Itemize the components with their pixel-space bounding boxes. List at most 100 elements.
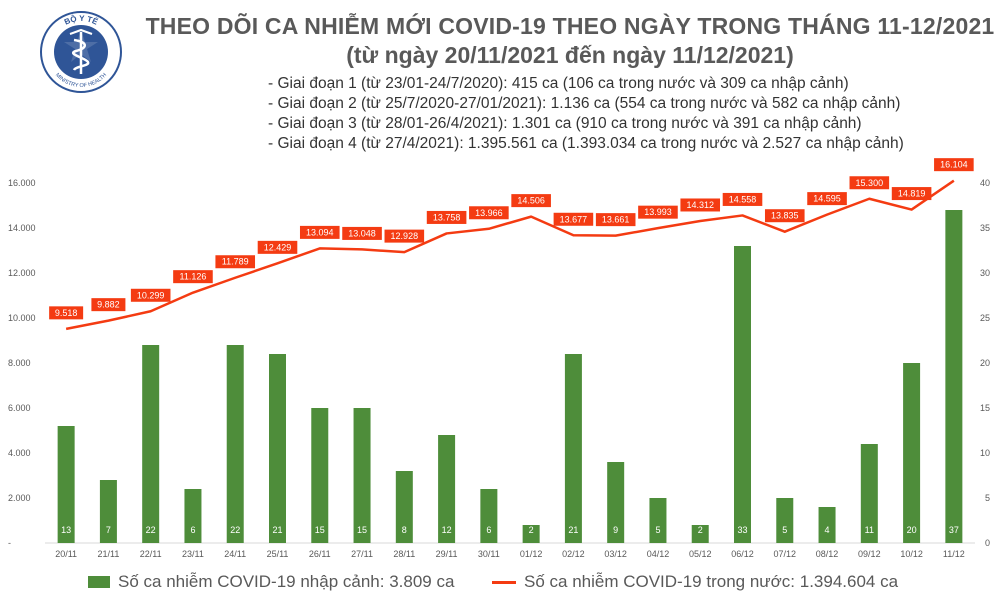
y-right-tick-label: 25: [980, 313, 990, 323]
legend-item-imported: Số ca nhiễm COVID-19 nhập cảnh: 3.809 ca: [88, 570, 454, 594]
line-value-label: 9.518: [55, 308, 78, 318]
x-tick-label: 29/11: [436, 549, 458, 559]
bar-value-label: 5: [782, 525, 787, 535]
phase-summary-list: - Giai đoạn 1 (từ 23/01-24/7/2020): 415 …: [268, 74, 904, 154]
bar-imported: [142, 345, 160, 543]
line-value-label: 16.104: [940, 160, 968, 170]
bar-imported: [269, 354, 286, 543]
line-value-label: 9.882: [97, 300, 120, 310]
phase-item-3: - Giai đoạn 3 (từ 28/01-26/4/2021): 1.30…: [268, 115, 862, 132]
y-left-tick-label: 6.000: [8, 403, 31, 413]
line-value-label: 12.429: [264, 242, 292, 252]
line-value-box: [722, 192, 763, 206]
line-value-label: 13.993: [644, 207, 672, 217]
bar-value-label: 13: [61, 525, 71, 535]
line-value-box: [49, 306, 84, 320]
legend-label-imported: Số ca nhiễm COVID-19 nhập cảnh: 3.809 ca: [118, 572, 455, 591]
chart-title: THEO DÕI CA NHIỄM MỚI COVID-19 THEO NGÀY…: [145, 13, 995, 39]
line-value-label: 13.835: [771, 211, 799, 221]
line-value-box: [469, 206, 509, 220]
y-right-tick-label: 40: [980, 178, 990, 188]
x-tick-label: 24/11: [224, 549, 246, 559]
line-value-box: [934, 158, 974, 172]
line-value-label: 12.928: [391, 231, 419, 241]
line-value-box: [764, 209, 805, 223]
y-right-tick-label: 10: [980, 448, 990, 458]
line-value-box: [215, 255, 256, 269]
bar-imported: [353, 408, 371, 543]
x-tick-label: 08/12: [816, 549, 839, 559]
bar-imported: [184, 489, 202, 543]
bar-value-label: 2: [529, 525, 534, 535]
x-tick-label: 07/12: [774, 549, 797, 559]
line-value-label: 13.661: [602, 215, 630, 225]
line-value-box: [384, 229, 425, 243]
line-value-box: [130, 288, 171, 302]
bar-imported: [649, 498, 667, 543]
x-tick-label: 22/11: [140, 549, 162, 559]
x-tick-label: 28/11: [393, 549, 415, 559]
x-tick-label: 01/12: [520, 549, 543, 559]
y-right-tick-label: 0: [985, 538, 990, 548]
line-value-label: 14.506: [517, 196, 545, 206]
bar-imported: [395, 471, 413, 543]
bar-imported: [734, 246, 751, 543]
bar-imported: [691, 525, 709, 543]
bar-imported: [776, 498, 794, 543]
bar-imported: [903, 363, 921, 543]
line-value-label: 10.299: [137, 290, 165, 300]
bar-value-label: 7: [106, 525, 111, 535]
x-tick-label: 23/11: [182, 549, 204, 559]
y-right-tick-label: 15: [980, 403, 990, 413]
x-tick-label: 20/11: [55, 549, 77, 559]
bar-imported: [438, 435, 456, 543]
line-value-box: [595, 213, 636, 227]
x-tick-label: 11/12: [943, 549, 965, 559]
y-left-tick-label: 2.000: [8, 493, 31, 503]
line-value-label: 13.966: [475, 208, 503, 218]
bar-value-label: 21: [272, 525, 282, 535]
bar-value-label: 6: [190, 525, 195, 535]
line-value-label: 13.758: [433, 212, 461, 222]
y-left-tick-label: 12.000: [8, 268, 36, 278]
ministry-of-health-logo: BỘ Y TẾ MINISTRY OF HEALTH: [40, 11, 122, 93]
x-tick-label: 25/11: [267, 549, 289, 559]
bar-value-label: 11: [865, 525, 874, 535]
bar-imported: [607, 462, 625, 543]
bar-value-label: 4: [825, 525, 830, 535]
line-value-box: [173, 270, 213, 284]
phase-item-1: - Giai đoạn 1 (từ 23/01-24/7/2020): 415 …: [268, 75, 849, 92]
bar-imported: [522, 525, 540, 543]
x-tick-label: 09/12: [858, 549, 881, 559]
bar-imported: [57, 426, 75, 543]
bar-value-label: 9: [613, 525, 618, 535]
y-right-tick-label: 35: [980, 223, 990, 233]
line-value-box: [426, 210, 467, 224]
y-left-tick-label: 4.000: [8, 448, 31, 458]
line-value-box: [891, 187, 932, 201]
bar-value-label: 33: [737, 525, 747, 535]
x-tick-label: 03/12: [604, 549, 627, 559]
x-tick-label: 30/11: [478, 549, 500, 559]
line-value-label: 11.789: [222, 257, 249, 267]
bar-value-label: 21: [568, 525, 578, 535]
y-left-tick-label: 10.000: [8, 313, 36, 323]
line-value-label: 13.677: [560, 214, 588, 224]
y-right-tick-label: 5: [985, 493, 990, 503]
line-value-box: [807, 192, 847, 206]
legend-label-domestic: Số ca nhiễm COVID-19 trong nước: 1.394.6…: [524, 572, 899, 591]
bar-value-label: 22: [146, 525, 156, 535]
bar-value-label: 15: [315, 525, 325, 535]
y-left-tick-label: -: [8, 538, 11, 548]
x-tick-label: 27/11: [351, 549, 373, 559]
bar-value-label: 15: [357, 525, 367, 535]
line-value-label: 11.126: [180, 272, 207, 282]
x-tick-label: 04/12: [647, 549, 670, 559]
line-value-label: 14.819: [898, 189, 926, 199]
x-tick-label: 05/12: [689, 549, 712, 559]
y-left-tick-label: 16.000: [8, 178, 36, 188]
line-value-box: [638, 205, 678, 219]
svg-text:BỘ Y TẾ: BỘ Y TẾ: [63, 14, 100, 27]
y-left-tick-label: 8.000: [8, 358, 31, 368]
